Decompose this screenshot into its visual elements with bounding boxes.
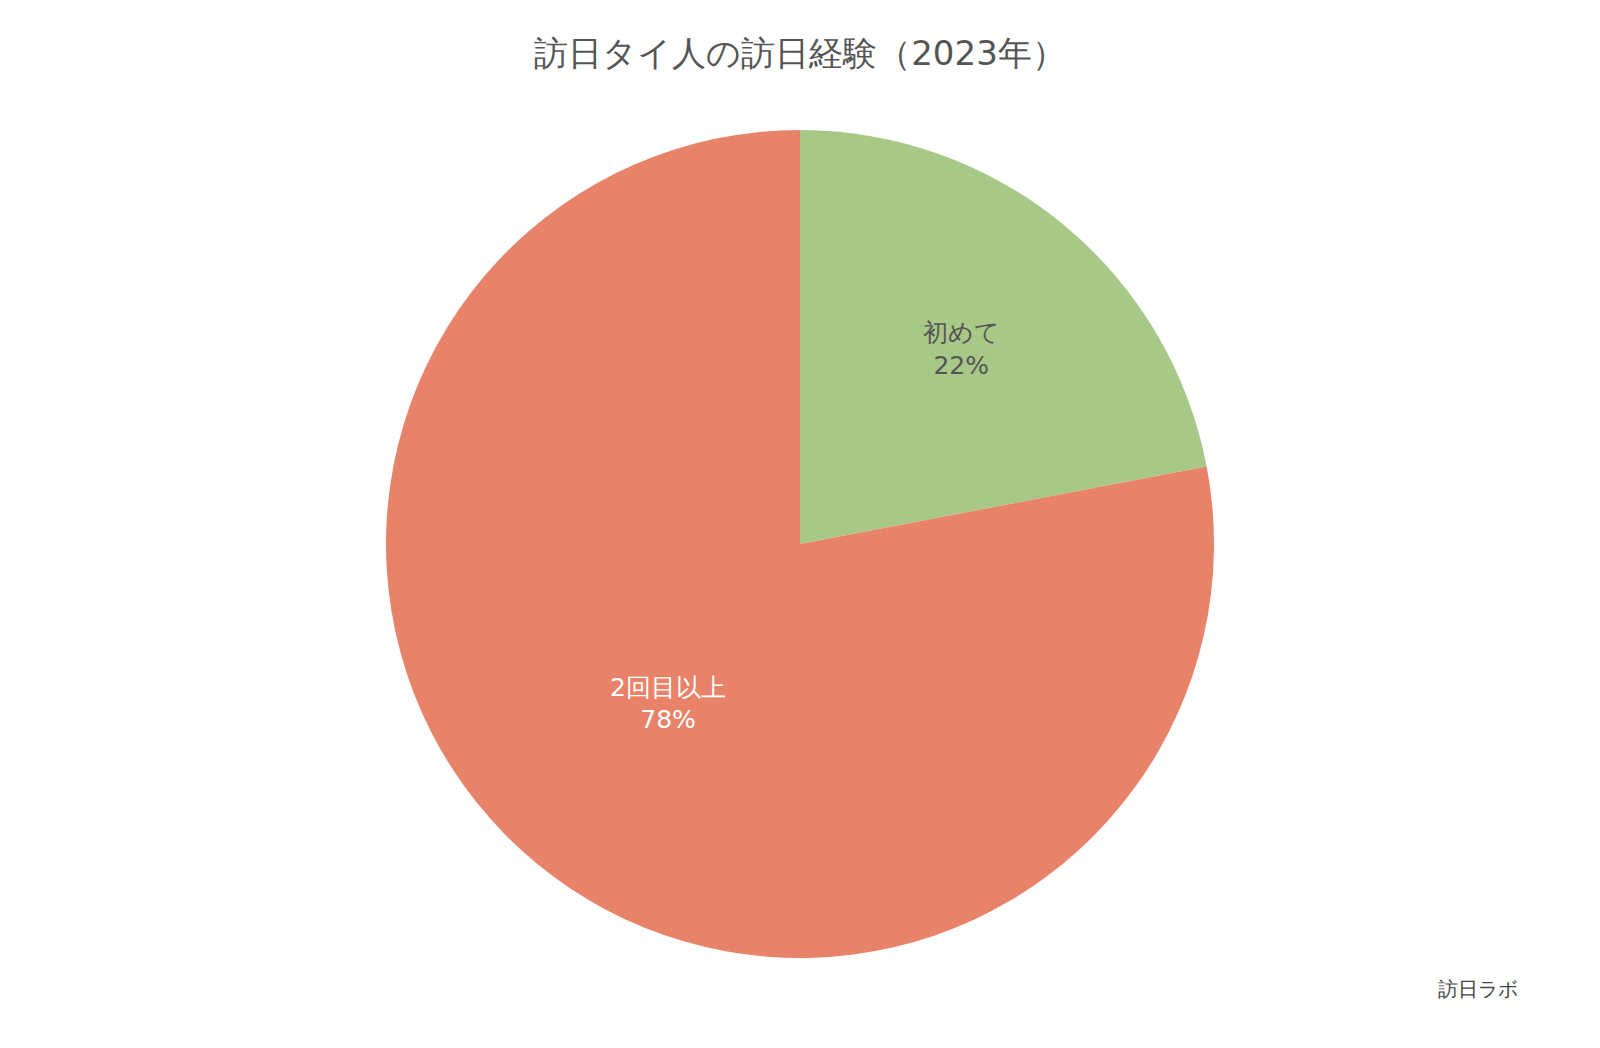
svg-text:訪日タイ人の訪日経験（2023年）: 訪日タイ人の訪日経験（2023年） — [534, 33, 1066, 73]
svg-text:初めて22%: 初めて22% — [923, 318, 1000, 380]
svg-text:2回目以上78%: 2回目以上78% — [610, 673, 726, 735]
svg-text:訪日ラボ: 訪日ラボ — [1438, 977, 1518, 1001]
